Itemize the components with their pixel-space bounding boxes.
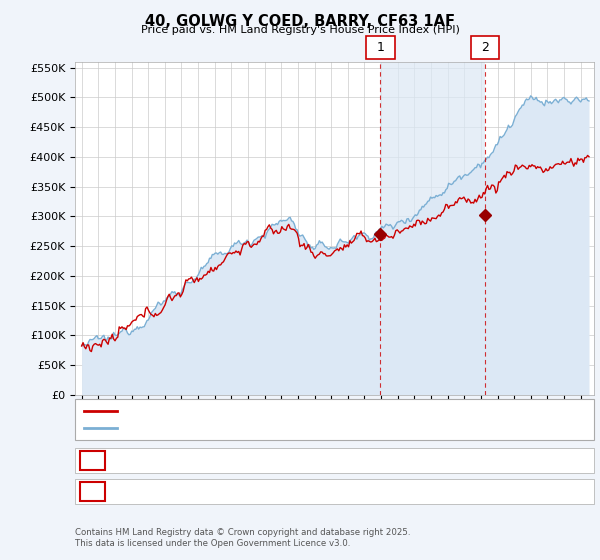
Text: 29-MAR-2019: 29-MAR-2019 [114, 485, 193, 498]
Text: 17% ↓ HPI: 17% ↓ HPI [435, 485, 497, 498]
Text: £269,995: £269,995 [303, 454, 359, 467]
Text: 2: 2 [481, 41, 489, 54]
Text: 40, GOLWG Y COED, BARRY, CF63 1AF: 40, GOLWG Y COED, BARRY, CF63 1AF [145, 14, 455, 29]
Text: 1: 1 [88, 454, 97, 467]
Text: Contains HM Land Registry data © Crown copyright and database right 2025.
This d: Contains HM Land Registry data © Crown c… [75, 528, 410, 548]
Text: 2: 2 [88, 485, 97, 498]
Text: £303,000: £303,000 [303, 485, 359, 498]
Bar [380, 62, 485, 395]
Text: 40, GOLWG Y COED, BARRY, CF63 1AF (detached house): 40, GOLWG Y COED, BARRY, CF63 1AF (detac… [123, 405, 417, 416]
Text: HPI: Average price, detached house, Vale of Glamorgan: HPI: Average price, detached house, Vale… [123, 423, 413, 433]
Text: 18-DEC-2012: 18-DEC-2012 [114, 454, 192, 467]
Text: Price paid vs. HM Land Registry's House Price Index (HPI): Price paid vs. HM Land Registry's House … [140, 25, 460, 35]
Text: 1: 1 [376, 41, 385, 54]
Text: 4% ↓ HPI: 4% ↓ HPI [435, 454, 490, 467]
